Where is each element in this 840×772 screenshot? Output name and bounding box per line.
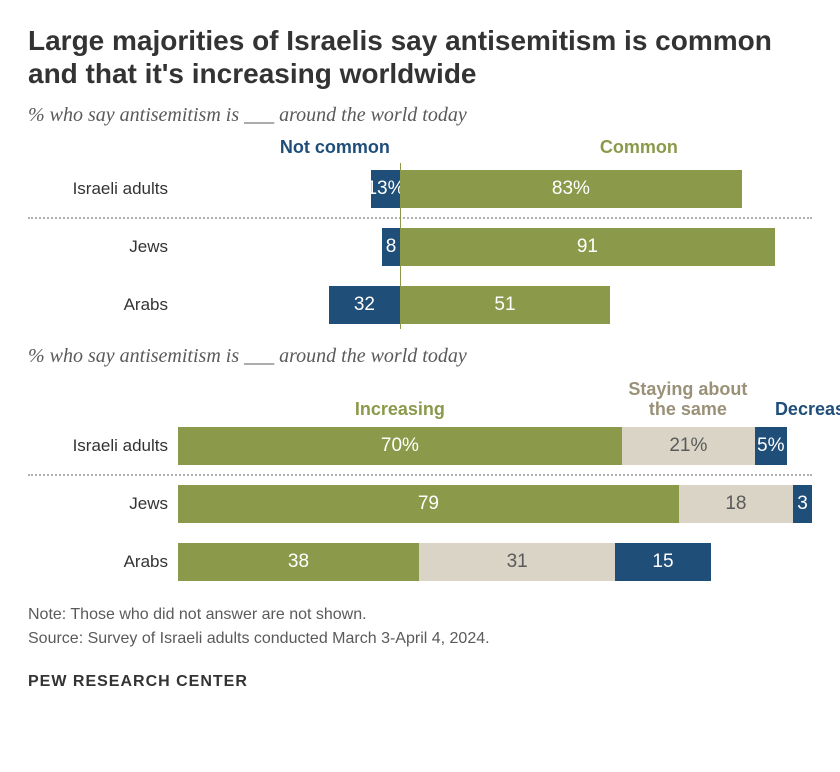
row-label: Arabs xyxy=(28,552,178,572)
bar-common: 91 xyxy=(400,228,775,266)
row-label: Arabs xyxy=(28,295,178,315)
stacked-container: 383115 xyxy=(178,543,812,581)
bar-not-common: 32 xyxy=(329,286,400,324)
header-same: Staying about the same xyxy=(628,379,747,420)
seg-increasing: 70% xyxy=(178,427,622,465)
chart1-row: Israeli adults13%83% xyxy=(28,165,812,213)
chart2-stacked-bars: IncreasingStaying about the sameDecreasi… xyxy=(28,378,812,586)
header-decreasing: Decreasing xyxy=(775,399,840,420)
chart2-row: Arabs383115 xyxy=(28,538,812,586)
axis-line xyxy=(400,163,401,329)
header-not-common: Not common xyxy=(280,137,390,158)
chart1-diverging-bars: Not commonCommonIsraeli adults13%83%Jews… xyxy=(28,137,812,329)
divider xyxy=(28,474,812,476)
bar-common: 83% xyxy=(400,170,742,208)
row-label: Israeli adults xyxy=(28,436,178,456)
chart2-row: Israeli adults70%21%5% xyxy=(28,422,812,470)
seg-decreasing: 15 xyxy=(615,543,710,581)
chart2-row: Jews79183 xyxy=(28,480,812,528)
chart1-subtitle: % who say antisemitism is ___ around the… xyxy=(28,104,812,127)
chart2-header: IncreasingStaying about the sameDecreasi… xyxy=(28,378,812,422)
seg-same: 18 xyxy=(679,485,793,523)
chart2-subtitle: % who say antisemitism is ___ around the… xyxy=(28,345,812,368)
seg-same: 21% xyxy=(622,427,755,465)
row-label: Israeli adults xyxy=(28,179,178,199)
bars-container: 891 xyxy=(178,228,812,266)
chart1-header: Not common Common xyxy=(28,137,812,163)
chart1-row: Jews891 xyxy=(28,223,812,271)
footnote-note: Note: Those who did not answer are not s… xyxy=(28,604,812,626)
bar-not-common: 8 xyxy=(382,228,400,266)
seg-decreasing: 3 xyxy=(793,485,812,523)
row-label: Jews xyxy=(28,494,178,514)
bar-not-common: 13% xyxy=(371,170,400,208)
row-label: Jews xyxy=(28,237,178,257)
chart-title: Large majorities of Israelis say antisem… xyxy=(28,24,812,90)
header-increasing: Increasing xyxy=(355,399,445,420)
bar-common: 51 xyxy=(400,286,610,324)
bars-container: 3251 xyxy=(178,286,812,324)
divider xyxy=(28,217,812,219)
seg-increasing: 79 xyxy=(178,485,679,523)
chart1-rows: Israeli adults13%83%Jews891Arabs3251 xyxy=(28,163,812,329)
seg-decreasing: 5% xyxy=(755,427,787,465)
stacked-container: 79183 xyxy=(178,485,812,523)
chart1-row: Arabs3251 xyxy=(28,281,812,329)
seg-same: 31 xyxy=(419,543,616,581)
seg-increasing: 38 xyxy=(178,543,419,581)
header-common: Common xyxy=(600,137,678,158)
bars-container: 13%83% xyxy=(178,170,812,208)
attribution: PEW RESEARCH CENTER xyxy=(28,673,812,691)
stacked-container: 70%21%5% xyxy=(178,427,812,465)
footnote-source: Source: Survey of Israeli adults conduct… xyxy=(28,628,812,650)
